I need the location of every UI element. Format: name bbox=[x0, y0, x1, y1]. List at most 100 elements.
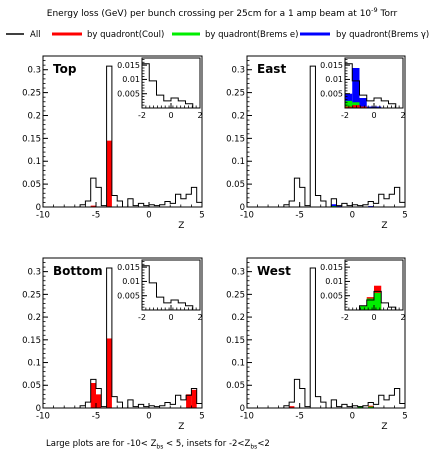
panel-west-inset-series-all bbox=[345, 290, 403, 311]
panel-top-inset-ytick-label: 0.01 bbox=[122, 75, 140, 84]
panel-east-inset-bar-byquadrontbrems-1 bbox=[352, 68, 360, 108]
panel-west-xtick-label: -5 bbox=[295, 412, 303, 422]
panel-east-inset-bar-byquadrontbremse-1 bbox=[352, 102, 360, 108]
panel-top-xtick-label: 5 bbox=[199, 211, 204, 221]
panel-top-ytick-label: 0.15 bbox=[22, 134, 41, 144]
panel-bottom-bar-byquadrontcoul-12 bbox=[106, 338, 112, 408]
legend-label-brems-e: by quadront(Brems e) bbox=[205, 30, 298, 40]
panel-west-xtick-label: 0 bbox=[350, 412, 355, 422]
panel-bottom-frame bbox=[42, 257, 203, 409]
panel-bottom-inset-ytick-label: 0.005 bbox=[117, 292, 140, 301]
panel-west-ytick-label: 0.15 bbox=[226, 336, 245, 346]
panel-bottom-ytick-label: 0.05 bbox=[22, 381, 41, 391]
panel-bottom-inset-ytick-label: 0.01 bbox=[122, 277, 140, 286]
panel-east-inset-bar-byquadrontbremse-0 bbox=[345, 100, 353, 108]
panel-bottom-inset-series-all bbox=[141, 265, 200, 311]
panel-west-inset-ytick-label: 0.005 bbox=[320, 292, 343, 301]
panel-east-inset-bar-byquadrontbrems-2 bbox=[359, 98, 367, 108]
panel-bottom-inset-xtick-label: -2 bbox=[138, 313, 146, 322]
panel-east-inset-xtick-label: 2 bbox=[400, 111, 405, 120]
panel-west-inset-bar-byquadrontbremse-4 bbox=[374, 292, 382, 310]
panel-west-inset-xtick-label: -2 bbox=[341, 313, 349, 322]
panel-top-inset-series-all bbox=[141, 63, 200, 109]
panel-east-inset-ytick-label: 0.005 bbox=[320, 90, 343, 99]
panel-west-xtick-label: 5 bbox=[402, 412, 407, 422]
panel-east-inset-series-all bbox=[344, 63, 403, 109]
legend-label-coul: by quadront(Coul) bbox=[87, 30, 164, 40]
panel-bottom-bar-byquadrontcoul-27 bbox=[186, 394, 192, 408]
panel-top-ytick-label: 0.25 bbox=[22, 89, 41, 99]
panel-top-bar-byquadrontcoul-12 bbox=[106, 140, 112, 207]
panel-east-inset-bar-byquadrontcoul-1 bbox=[352, 105, 360, 108]
panel-east-inset-ytick-label: 0.01 bbox=[325, 75, 343, 84]
panel-bottom-ytick-label: 0.15 bbox=[22, 336, 41, 346]
panel-west-xtick-label: -10 bbox=[240, 412, 254, 422]
panel-top-ytick-label: 0.1 bbox=[27, 157, 41, 167]
panel-east-inset-ytick-label: 0.015 bbox=[320, 61, 343, 70]
panel-east-ytick-label: 0.1 bbox=[231, 157, 245, 167]
panel-west-inset-ytick-label: 0.01 bbox=[325, 277, 343, 286]
panel-top-xtick-label: 0 bbox=[146, 211, 151, 221]
panel-bottom-inset-ytick-label: 0.015 bbox=[117, 263, 140, 272]
panel-bottom-bar-byquadrontcoul-10 bbox=[96, 394, 102, 408]
panel-west-ytick-label: 0.25 bbox=[226, 290, 245, 300]
panel-east-ytick-label: 0.2 bbox=[231, 111, 245, 121]
panel-east-xtick-label: -5 bbox=[295, 211, 303, 221]
panel-east-xtick-label: -10 bbox=[240, 211, 254, 221]
panel-east-ytick-label: 0.25 bbox=[226, 89, 245, 99]
panel-bottom-ytick-label: 0.1 bbox=[27, 359, 41, 369]
panel-east-xtick-label: 5 bbox=[402, 211, 407, 221]
panel-bottom-xtick-label: 0 bbox=[146, 412, 151, 422]
figure-title: Energy loss (GeV) per bunch crossing per… bbox=[47, 6, 398, 19]
panel-top-bar-byquadrontcoul-9 bbox=[90, 205, 96, 207]
panel-east-inset-xtick-label: 0 bbox=[371, 111, 376, 120]
panel-west-bar-byquadrontbremse-23 bbox=[368, 406, 374, 408]
panel-bottom-xlabel: Z bbox=[178, 422, 184, 432]
panel-bottom-ytick-label: 0.2 bbox=[27, 313, 41, 323]
panel-west-ytick-label: 0.05 bbox=[226, 381, 245, 391]
panel-west-inset-xtick-label: 2 bbox=[400, 313, 405, 322]
panel-bottom-bar-byquadrontcoul-28 bbox=[191, 389, 197, 408]
legend: All by quadront(Coul) by quadront(Brems … bbox=[6, 30, 429, 40]
panel-top-label: Top bbox=[53, 62, 77, 76]
panel-top-xtick-label: -5 bbox=[92, 211, 100, 221]
panel-bottom-xtick-label: 5 bbox=[199, 412, 204, 422]
legend-label-brems-gamma: by quadront(Brems γ) bbox=[336, 30, 429, 40]
panel-west-inset-bar-byquadrontbremse-2 bbox=[359, 305, 367, 310]
panel-west-ytick-label: 0.2 bbox=[231, 313, 245, 323]
panel-west-inset-xtick-label: 0 bbox=[371, 313, 376, 322]
panel-top-ytick-label: 0.3 bbox=[27, 66, 41, 76]
panel-bottom: -10 -5 0 5 0 0.05 0.1 0.15 0.2 0.25 0.3 Bottom Z -2 0 2… bbox=[22, 257, 205, 432]
panel-east-inset-bar-byquadrontcoul-2 bbox=[359, 106, 367, 108]
panel-east-ytick-label: 0 bbox=[240, 203, 245, 213]
panel-bottom-label: Bottom bbox=[53, 264, 103, 278]
panel-east: -10 -5 0 5 0 0.05 0.1 0.15 0.2 0.25 0.3 East Z -2 0 2 0.… bbox=[226, 55, 408, 231]
panel-bottom-xtick-label: -5 bbox=[92, 412, 100, 422]
panel-east-xlabel: Z bbox=[381, 221, 387, 231]
panel-west-inset-ytick-label: 0.015 bbox=[320, 263, 343, 272]
panel-west-ytick-label: 0.3 bbox=[231, 268, 245, 278]
panel-top-inset-ytick-label: 0.015 bbox=[117, 61, 140, 70]
panel-bottom-ytick-label: 0.3 bbox=[27, 268, 41, 278]
panel-west-frame bbox=[246, 257, 406, 409]
panel-east-label: East bbox=[257, 62, 286, 76]
panel-top-inset-xtick-label: -2 bbox=[138, 111, 146, 120]
panel-east-ytick-label: 0.15 bbox=[226, 134, 245, 144]
panel-top-frame bbox=[42, 55, 203, 208]
panel-top-ytick-label: 0.05 bbox=[22, 180, 41, 190]
panel-top-ytick-label: 0.2 bbox=[27, 111, 41, 121]
panel-east-inset-xtick-label: -2 bbox=[341, 111, 349, 120]
panel-top-inset-ytick-label: 0.005 bbox=[117, 90, 140, 99]
panel-top-inset-xtick-label: 2 bbox=[197, 111, 202, 120]
panel-east-frame bbox=[246, 55, 406, 208]
panel-west-label: West bbox=[257, 264, 291, 278]
legend-label-all: All bbox=[30, 30, 41, 40]
panel-east-inset-bar-byquadrontbrems-4 bbox=[374, 106, 382, 108]
panel-east-ytick-label: 0.05 bbox=[226, 180, 245, 190]
footer-note: Large plots are for -10< Zbs < 5, insets… bbox=[46, 439, 270, 451]
panel-bottom-xtick-label: -10 bbox=[36, 412, 50, 422]
panel-east-bar-byquadrontbrems-16 bbox=[331, 204, 337, 207]
panel-west-xlabel: Z bbox=[381, 422, 387, 432]
panel-top-xlabel: Z bbox=[178, 221, 184, 231]
